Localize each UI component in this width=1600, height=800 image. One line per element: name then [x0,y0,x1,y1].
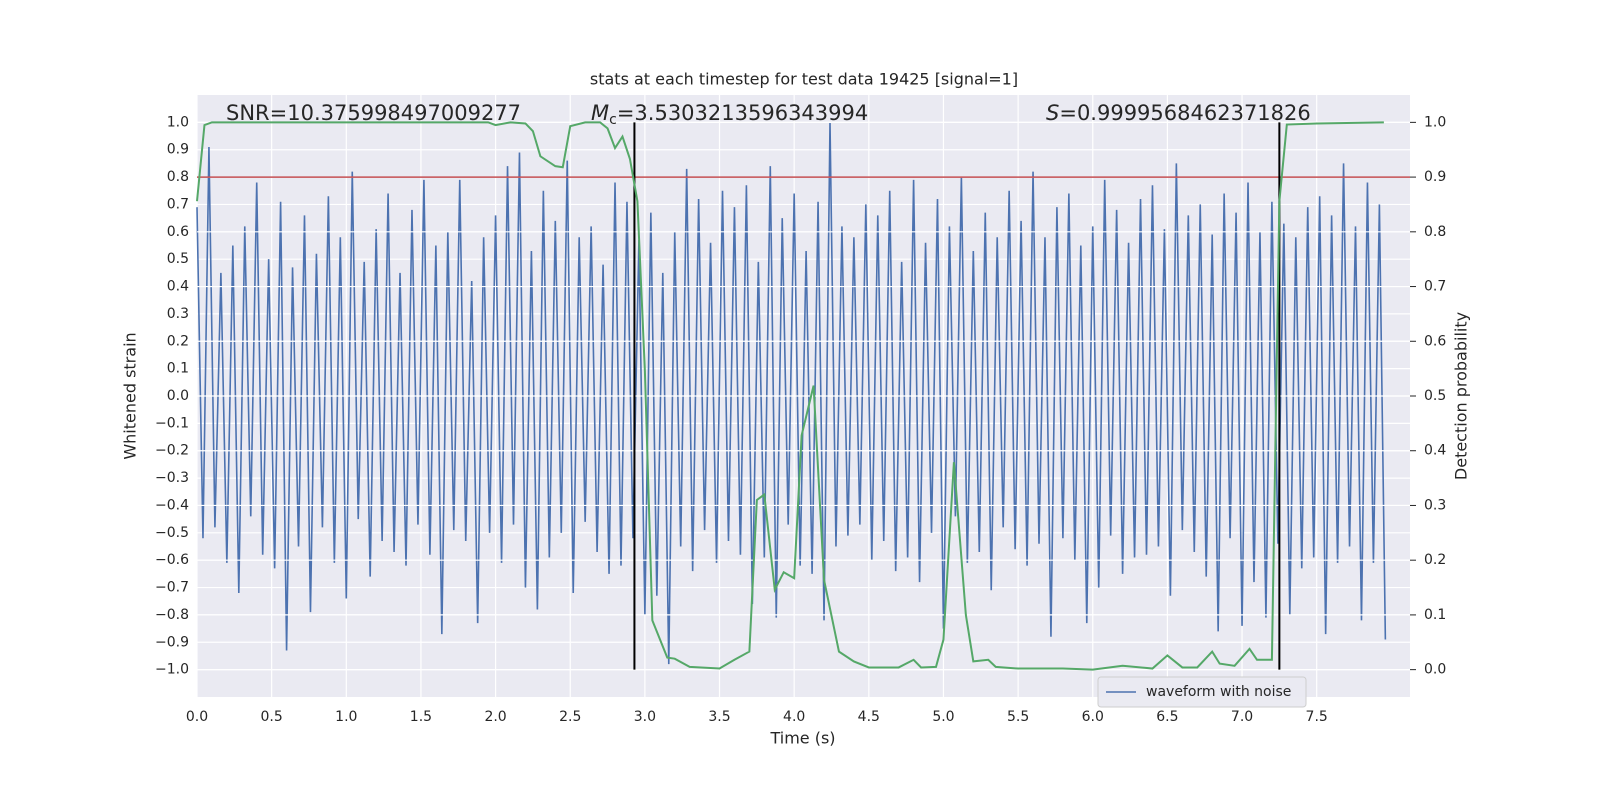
y-tick-label: −0.3 [155,470,189,486]
chart-title: stats at each timestep for test data 194… [590,70,1018,89]
x-axis-label: Time (s) [769,729,835,748]
y-tick-label: −0.5 [155,525,189,541]
s-symbol: S [1046,101,1059,125]
snr-annotation: SNR=10.375998497009277 [226,101,521,125]
detection-line [196,121,1384,671]
y-tick-label: 0.3 [167,306,189,322]
y-tick-label: −1.0 [155,662,189,678]
y-tick-label: 0.7 [167,196,189,212]
x-tick-label: 3.5 [708,709,730,725]
y-tick-label: −0.4 [155,497,189,513]
x-tick-label: 1.5 [410,709,432,725]
x-tick-label: 3.0 [634,709,656,725]
y-tick-label: 0.6 [167,224,189,240]
y-tick-label: −0.6 [155,552,189,568]
x-tick-label: 7.5 [1306,709,1328,725]
x-tick-label: 0.5 [261,709,283,725]
mc-value: =3.5303213596343994 [617,101,868,125]
x-tick-label: 2.5 [559,709,581,725]
y-tick-label: 0.1 [167,361,189,377]
legend-box [1097,676,1307,708]
y2-tick-label: 0.4 [1424,443,1446,459]
x-tick-label: 4.0 [783,709,805,725]
s-annotation: S=0.9999568462371826 [1046,101,1311,125]
y-tick-label: 0.8 [167,169,189,185]
mc-annotation: Mc=3.5303213596343994 [591,101,868,128]
y2-tick-label: 0.6 [1424,333,1446,349]
y-axis-label: Whitened strain [121,332,140,459]
y-tick-label: −0.2 [155,443,189,459]
y2-tick-label: 0.3 [1424,497,1446,513]
y2-tick-label: 0.9 [1424,169,1446,185]
y-tick-label: 0.0 [167,388,189,404]
x-tick-label: 1.0 [335,709,357,725]
y-tick-label: 0.2 [167,333,189,349]
mc-symbol: M [591,101,609,125]
x-tick-label: 6.5 [1156,709,1178,725]
y-tick-label: 0.4 [167,279,189,295]
x-tick-label: 2.0 [484,709,506,725]
x-tick-label: 4.5 [858,709,880,725]
y-tick-label: 0.9 [167,142,189,158]
y2-tick-label: 0.5 [1424,388,1446,404]
y-tick-label: −0.1 [155,415,189,431]
y-tick-label: −0.7 [155,580,189,596]
y2-tick-label: 1.0 [1424,114,1446,130]
x-tick-label: 6.0 [1082,709,1104,725]
y2-tick-label: 0.8 [1424,224,1446,240]
y-tick-label: −0.9 [155,634,189,650]
x-tick-label: 5.5 [1007,709,1029,725]
x-tick-label: 0.0 [186,709,208,725]
s-value: =0.9999568462371826 [1059,101,1310,125]
y2-axis-label: Detection probability [1452,312,1471,480]
x-tick-label: 5.0 [932,709,954,725]
x-tick-label: 7.0 [1231,709,1253,725]
y-tick-label: −0.8 [155,607,189,623]
mc-subscript: c [609,112,617,128]
y2-tick-label: 0.0 [1424,662,1446,678]
y-tick-label: 0.5 [167,251,189,267]
y2-tick-label: 0.2 [1424,552,1446,568]
y2-tick-label: 0.1 [1424,607,1446,623]
y2-tick-label: 0.7 [1424,279,1446,295]
y-tick-label: 1.0 [167,114,189,130]
legend-label: waveform with noise [1146,684,1291,700]
